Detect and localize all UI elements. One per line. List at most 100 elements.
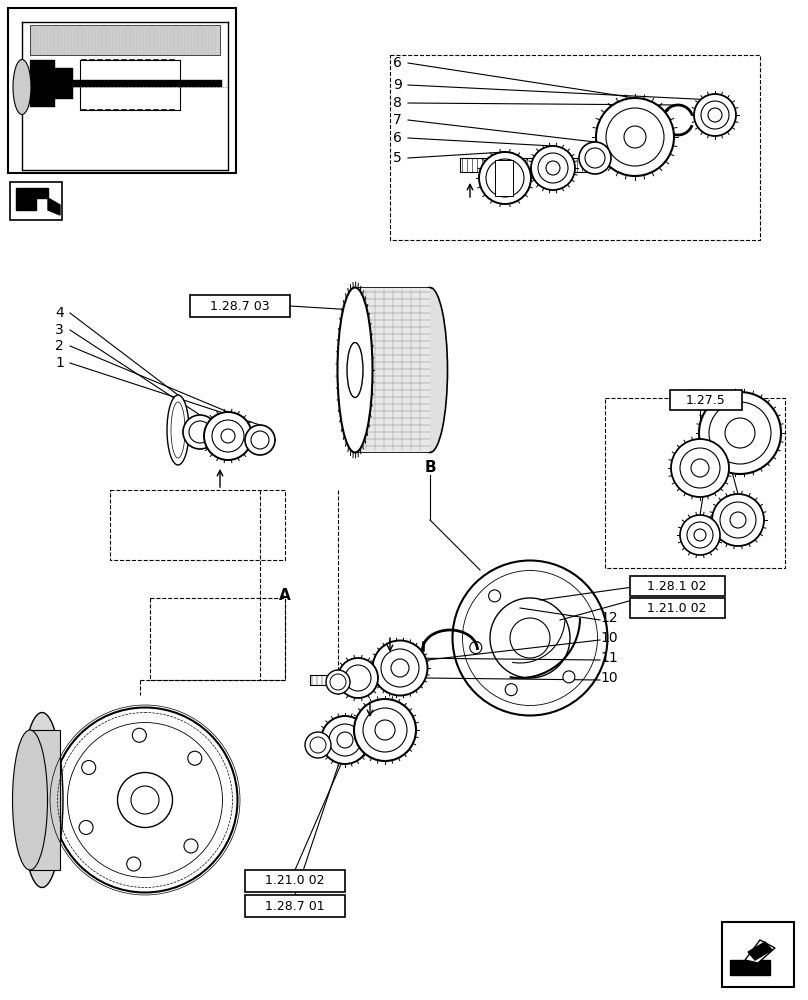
Bar [30, 730, 60, 870]
Ellipse shape [538, 153, 568, 183]
Ellipse shape [531, 146, 575, 190]
Ellipse shape [725, 418, 755, 448]
Ellipse shape [326, 670, 350, 694]
Bar [30, 25, 220, 55]
Ellipse shape [330, 674, 346, 690]
Text: 1.21.0 02: 1.21.0 02 [265, 874, 325, 888]
Text: 1.27.5: 1.27.5 [686, 393, 726, 406]
Text: 12: 12 [600, 611, 617, 625]
Ellipse shape [699, 392, 781, 474]
Circle shape [184, 839, 198, 853]
Text: 7: 7 [393, 113, 402, 127]
Text: 11: 11 [600, 651, 618, 665]
Text: 1.28.1 02: 1.28.1 02 [647, 580, 707, 592]
Ellipse shape [117, 772, 172, 828]
Ellipse shape [510, 618, 550, 658]
Ellipse shape [338, 288, 372, 452]
Circle shape [187, 751, 202, 765]
Bar [245, 895, 345, 917]
Bar [190, 295, 290, 317]
Ellipse shape [131, 786, 159, 814]
Ellipse shape [12, 730, 48, 870]
Ellipse shape [183, 415, 217, 449]
Bar [10, 182, 62, 220]
Ellipse shape [372, 641, 427, 696]
Bar [495, 160, 513, 196]
Text: 10: 10 [600, 671, 617, 685]
Ellipse shape [171, 402, 185, 458]
Bar [630, 598, 725, 618]
Ellipse shape [221, 429, 235, 443]
Text: 1: 1 [55, 356, 64, 370]
Text: 3: 3 [55, 323, 64, 337]
Ellipse shape [21, 712, 63, 888]
Ellipse shape [329, 724, 361, 756]
Text: 9: 9 [393, 78, 402, 92]
Circle shape [563, 671, 574, 683]
Ellipse shape [490, 598, 570, 678]
Polygon shape [730, 960, 770, 975]
Circle shape [82, 760, 95, 774]
Ellipse shape [691, 459, 709, 477]
Ellipse shape [694, 529, 706, 541]
Polygon shape [748, 942, 772, 960]
Ellipse shape [212, 420, 244, 452]
Ellipse shape [624, 126, 646, 148]
Ellipse shape [391, 659, 409, 677]
Ellipse shape [606, 108, 664, 166]
Ellipse shape [585, 148, 605, 168]
Ellipse shape [345, 665, 371, 691]
Text: A: A [279, 587, 291, 602]
Ellipse shape [337, 732, 353, 748]
Text: 4: 4 [55, 306, 64, 320]
Ellipse shape [354, 699, 416, 761]
Ellipse shape [204, 412, 252, 460]
Ellipse shape [245, 425, 275, 455]
Ellipse shape [687, 522, 713, 548]
Ellipse shape [68, 722, 222, 878]
Bar [310, 675, 390, 685]
Ellipse shape [13, 60, 31, 114]
Ellipse shape [413, 288, 448, 452]
Ellipse shape [381, 649, 419, 687]
Ellipse shape [709, 402, 771, 464]
Circle shape [505, 684, 517, 696]
Text: 6: 6 [393, 131, 402, 145]
Ellipse shape [680, 515, 720, 555]
Bar [55, 68, 73, 99]
Polygon shape [16, 188, 48, 210]
Ellipse shape [338, 658, 378, 698]
Text: 8: 8 [393, 96, 402, 110]
Ellipse shape [375, 720, 395, 740]
Circle shape [133, 728, 146, 742]
Bar [245, 870, 345, 892]
Bar [8, 8, 236, 173]
Ellipse shape [708, 108, 722, 122]
Ellipse shape [363, 708, 407, 752]
Ellipse shape [462, 570, 597, 706]
Ellipse shape [347, 342, 363, 397]
Ellipse shape [712, 494, 764, 546]
Ellipse shape [596, 98, 674, 176]
Ellipse shape [452, 560, 608, 716]
Bar [355, 288, 430, 452]
Bar [460, 158, 595, 172]
Text: 2: 2 [55, 339, 64, 353]
Ellipse shape [730, 512, 746, 528]
Ellipse shape [310, 737, 326, 753]
Ellipse shape [497, 170, 513, 186]
Ellipse shape [701, 101, 729, 129]
Circle shape [489, 590, 501, 602]
Ellipse shape [479, 152, 531, 204]
Text: 10: 10 [600, 631, 617, 645]
Ellipse shape [305, 732, 331, 758]
Ellipse shape [680, 448, 720, 488]
Bar [670, 390, 742, 410]
Text: 5: 5 [393, 151, 402, 165]
Polygon shape [48, 198, 60, 215]
Polygon shape [745, 940, 775, 963]
Ellipse shape [694, 94, 736, 136]
Ellipse shape [251, 431, 269, 449]
Bar [22, 80, 222, 87]
Circle shape [469, 642, 482, 654]
